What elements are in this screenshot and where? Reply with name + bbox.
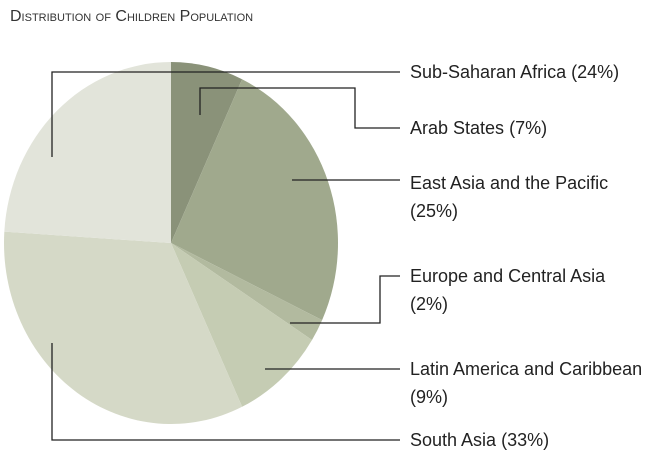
pie-slice: [171, 79, 338, 321]
slice-label: South Asia (33%): [410, 426, 645, 454]
value-label: (24%): [571, 62, 620, 82]
category-label: South Asia: [410, 430, 497, 450]
value-label: (25%): [410, 201, 459, 221]
value-label: (2%): [410, 294, 449, 314]
category-label: Arab States: [410, 118, 505, 138]
category-label: Sub-Saharan Africa: [410, 62, 567, 82]
value-label: (9%): [410, 387, 449, 407]
slice-label: Sub-Saharan Africa (24%): [410, 58, 645, 86]
pie-slice: [4, 231, 243, 424]
chart-title: Distribution of Children Population: [10, 8, 254, 25]
leader-lines: [51, 71, 400, 441]
pie: [4, 62, 338, 424]
leader-line: [51, 71, 400, 157]
slice-label: Latin America and Caribbean (9%): [410, 355, 645, 411]
pie-slice: [171, 62, 243, 243]
category-label: Europe and Central Asia: [410, 266, 606, 286]
leader-line: [199, 87, 400, 129]
pie-slice: [171, 243, 313, 407]
category-label: East Asia and the Pacific: [410, 173, 609, 193]
leader-line: [51, 343, 400, 441]
value-label: (33%): [501, 430, 550, 450]
value-label: (7%): [509, 118, 548, 138]
slice-label: Arab States (7%): [410, 114, 645, 142]
pie-slice: [4, 62, 172, 243]
leader-line: [290, 275, 400, 324]
category-label: Latin America and Caribbean: [410, 359, 643, 379]
slice-label: East Asia and the Pacific (25%): [410, 169, 645, 225]
pie-slice: [171, 243, 323, 340]
slice-label: Europe and Central Asia (2%): [410, 262, 645, 318]
